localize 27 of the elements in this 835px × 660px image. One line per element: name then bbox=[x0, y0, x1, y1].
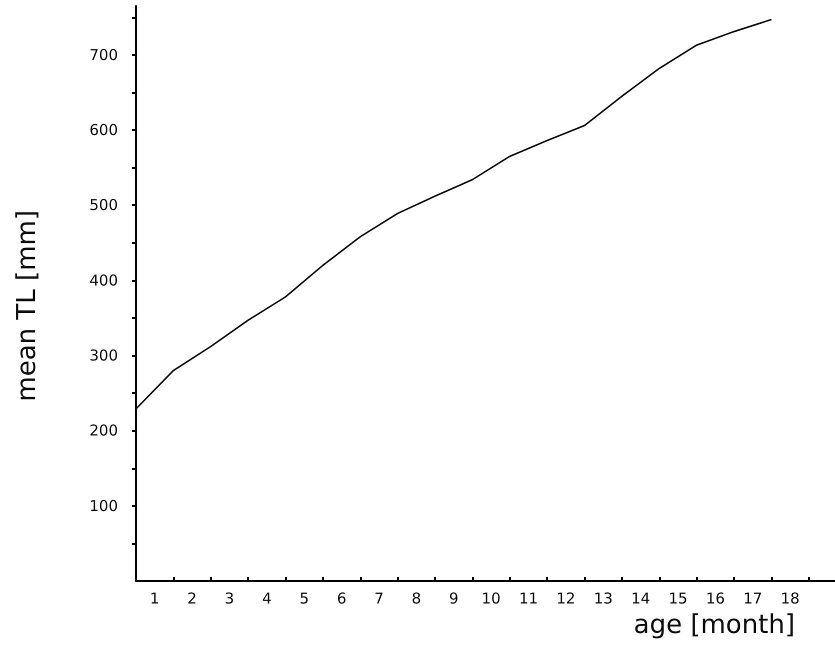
x-tick-label: 16 bbox=[706, 590, 725, 608]
x-tick-label: 8 bbox=[412, 590, 422, 608]
x-tick-label: 10 bbox=[482, 590, 501, 608]
y-tick-label: 400 bbox=[89, 271, 118, 290]
x-tick-label: 5 bbox=[299, 590, 309, 608]
x-tick-label: 18 bbox=[780, 590, 800, 608]
y-tick-label: 200 bbox=[89, 422, 118, 440]
x-tick-label: 15 bbox=[668, 590, 688, 608]
y-tick-label: 700 bbox=[89, 46, 118, 64]
x-tick-label: 4 bbox=[262, 590, 272, 608]
y-axis-title: mean TL [mm] bbox=[12, 210, 42, 402]
x-tick-label: 12 bbox=[556, 590, 576, 608]
x-tick-label: 11 bbox=[518, 590, 538, 608]
x-tick-label: 13 bbox=[594, 590, 613, 608]
x-tick-label: 9 bbox=[448, 590, 458, 608]
y-tick-label: 300 bbox=[89, 346, 118, 365]
x-tick-label: 17 bbox=[743, 590, 762, 608]
y-tick-label: 600 bbox=[89, 121, 118, 140]
x-tick-label: 7 bbox=[374, 590, 384, 608]
x-tick-label: 2 bbox=[187, 590, 197, 608]
x-axis-title: age [month] bbox=[634, 610, 796, 640]
x-tick-label: 6 bbox=[336, 590, 346, 608]
x-tick-label: 1 bbox=[150, 590, 160, 608]
y-tick-label: 500 bbox=[89, 196, 118, 214]
x-tick-label: 3 bbox=[224, 590, 234, 608]
y-tick-label: 100 bbox=[89, 496, 118, 515]
x-tick-label: 14 bbox=[631, 590, 650, 608]
